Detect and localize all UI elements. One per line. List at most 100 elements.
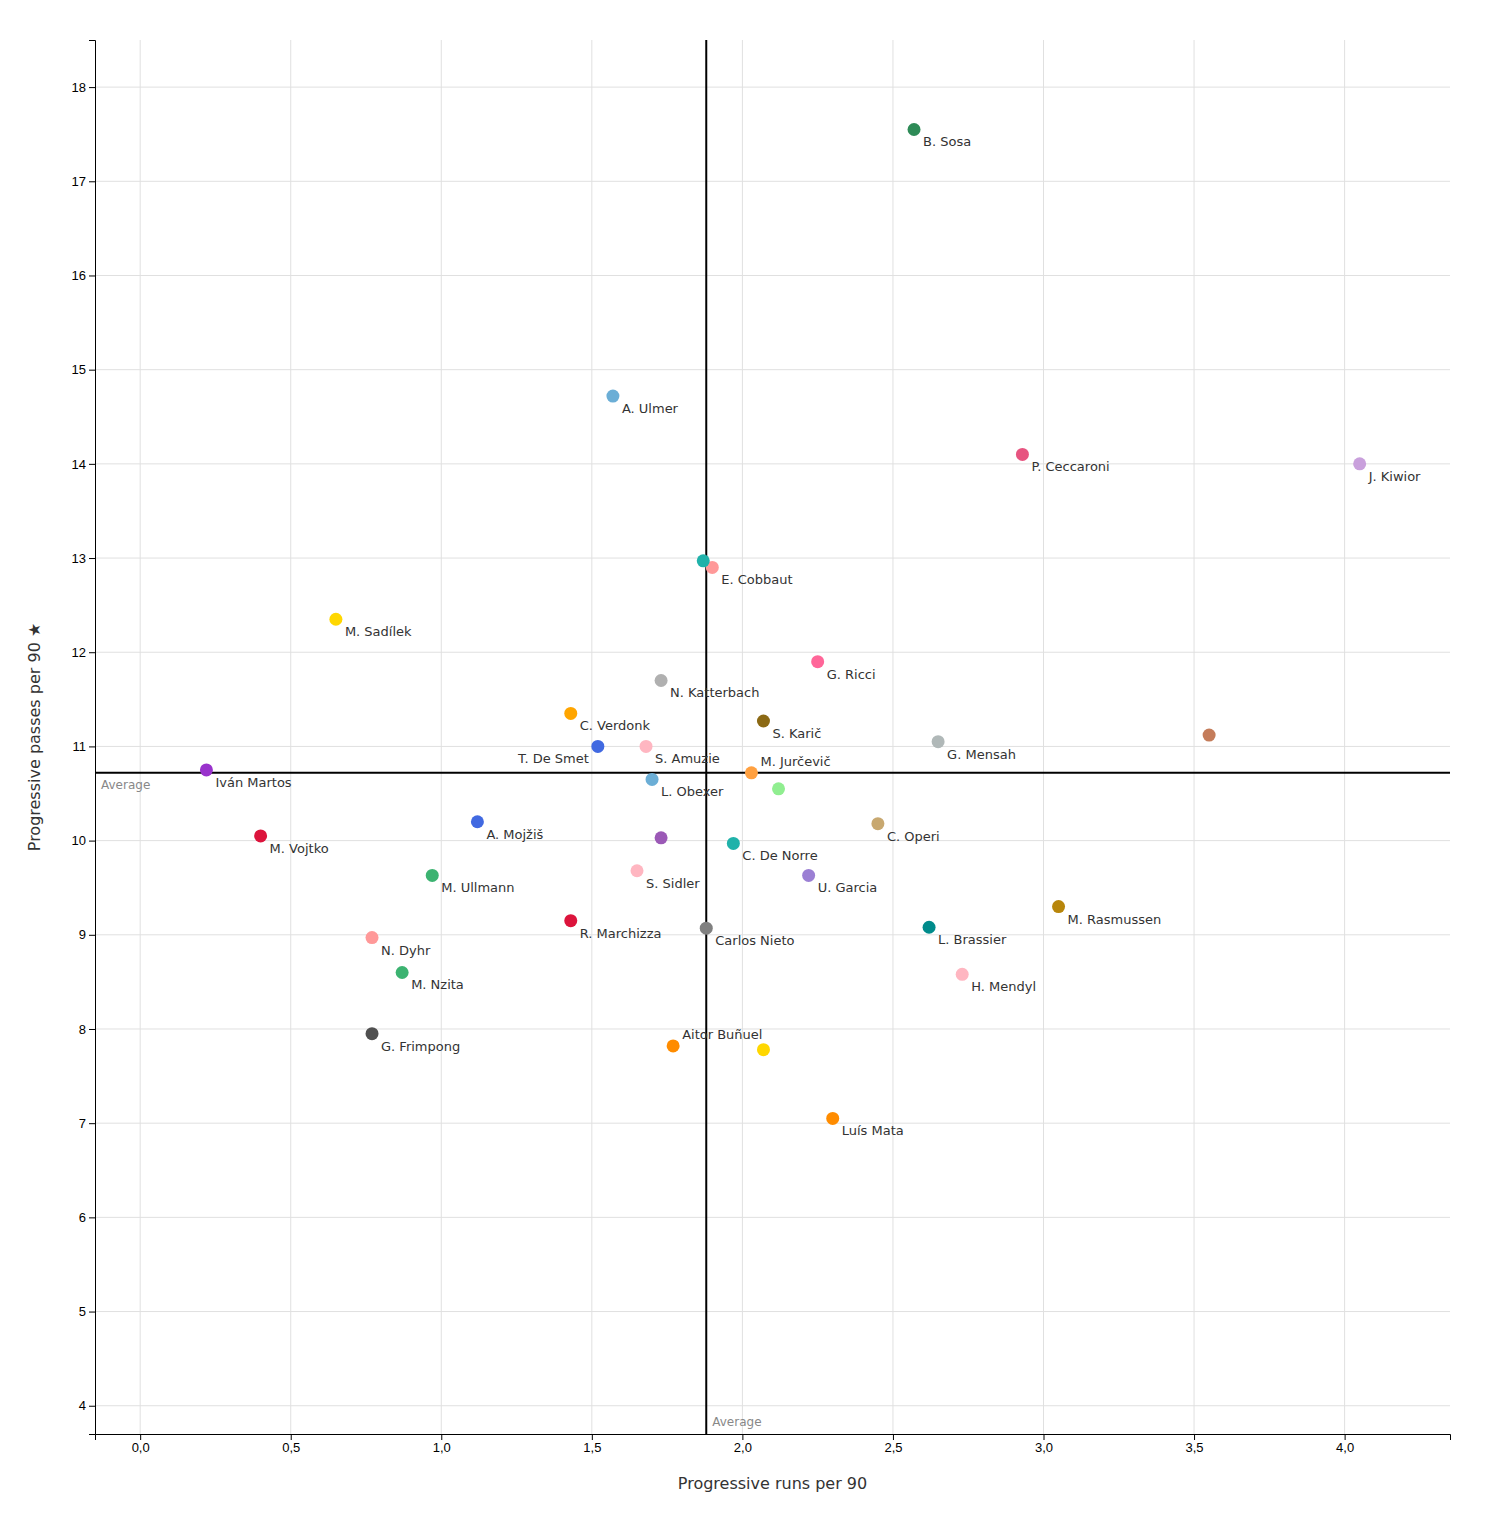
tick-label: 1,0 (433, 1440, 451, 1455)
tick-label: 8 (79, 1022, 86, 1037)
point-label: M. Vojtko (270, 841, 329, 856)
point (631, 864, 644, 877)
point-label: B. Sosa (923, 134, 971, 149)
tick: 11 (73, 739, 96, 754)
grid-line-x (1043, 40, 1044, 1434)
tick: 3,0 (1035, 1434, 1053, 1455)
point-label: C. Operi (887, 829, 940, 844)
point-label: T. De Smet (517, 751, 589, 766)
grid-line-x (1344, 40, 1345, 1434)
average-label: Average (101, 778, 150, 792)
point-label: Carlos Nieto (715, 933, 794, 948)
x-axis: 0,00,51,01,52,02,53,03,54,0 (96, 1434, 1451, 1455)
tick-label: 17 (72, 174, 86, 189)
point (396, 966, 409, 979)
tick: 15 (72, 362, 95, 377)
tick-mark (89, 558, 95, 559)
grid-line-y (95, 652, 1450, 653)
point-label: G. Mensah (947, 747, 1016, 762)
point (811, 655, 824, 668)
point (606, 390, 619, 403)
point (646, 773, 659, 786)
grid-line-y (95, 463, 1450, 464)
y-axis: 456789101112131415161718 (72, 41, 96, 1435)
point-label: R. Marchizza (580, 926, 662, 941)
tick-mark (89, 1406, 95, 1407)
tick-mark (89, 464, 95, 465)
point-label: M. Nzita (411, 977, 464, 992)
point (956, 968, 969, 981)
tick-mark (89, 935, 95, 936)
tick-label: 2,5 (884, 1440, 902, 1455)
point (871, 817, 884, 830)
average-line (95, 772, 1450, 774)
plot-area (95, 40, 1450, 1434)
grid-line-x (140, 40, 141, 1434)
tick-label: 6 (79, 1210, 86, 1225)
point (1203, 729, 1216, 742)
tick-label: 0,5 (282, 1440, 300, 1455)
point (932, 735, 945, 748)
grid-line-x (441, 40, 442, 1434)
y-axis-title: Progressive passes per 90 ★ (25, 623, 44, 851)
tick-label: 10 (72, 833, 86, 848)
tick: 4,0 (1336, 1434, 1354, 1455)
point-label: G. Frimpong (381, 1039, 460, 1054)
tick-label: 12 (72, 645, 86, 660)
point-label: P. Ceccaroni (1031, 459, 1109, 474)
point-label: E. Cobbaut (721, 572, 792, 587)
tick-label: 4,0 (1336, 1440, 1354, 1455)
point (727, 837, 740, 850)
point (802, 869, 815, 882)
tick-mark (89, 1029, 95, 1030)
point (366, 1027, 379, 1040)
tick: 1,0 (433, 1434, 451, 1455)
point-label: Aitor Buñuel (682, 1027, 762, 1042)
grid-line-y (95, 558, 1450, 559)
average-label: Average (712, 1415, 761, 1429)
point (591, 740, 604, 753)
point (745, 766, 758, 779)
grid-line-y (95, 746, 1450, 747)
point-label: N. Katterbach (670, 685, 759, 700)
grid-line-y (95, 275, 1450, 276)
point-label: M. Jurčevič (760, 754, 830, 769)
point-label: N. Dyhr (381, 943, 431, 958)
point (366, 931, 379, 944)
tick-label: 14 (72, 457, 86, 472)
point (667, 1039, 680, 1052)
tick: 2,5 (884, 1434, 902, 1455)
point-label: M. Ullmann (441, 880, 514, 895)
x-axis-title: Progressive runs per 90 (678, 1474, 867, 1493)
tick: 3,5 (1186, 1434, 1204, 1455)
point-label: L. Brassier (938, 932, 1007, 947)
tick-mark (89, 370, 95, 371)
tick-mark (1345, 1434, 1346, 1440)
tick-mark (1194, 1434, 1195, 1440)
tick-label: 16 (72, 268, 86, 283)
tick: 6 (79, 1210, 95, 1225)
tick-label: 11 (73, 739, 87, 754)
grid-line-y (95, 1311, 1450, 1312)
point-label: A. Mojžiš (486, 827, 543, 842)
grid-line-x (290, 40, 291, 1434)
tick-mark (742, 1434, 743, 1440)
tick-label: 0,0 (132, 1440, 150, 1455)
tick: 7 (79, 1116, 95, 1131)
tick-label: 15 (72, 362, 86, 377)
point-label: G. Ricci (827, 667, 876, 682)
tick: 5 (79, 1304, 95, 1319)
point-label: S. Karič (772, 726, 821, 741)
point (772, 782, 785, 795)
axis-line (96, 1435, 1451, 1441)
grid (95, 40, 1450, 1434)
point (254, 829, 267, 842)
point-label: C. De Norre (742, 848, 817, 863)
tick: 13 (72, 551, 95, 566)
tick: 18 (72, 80, 95, 95)
point (655, 831, 668, 844)
grid-line-x (742, 40, 743, 1434)
point (697, 554, 710, 567)
grid-line-x (1194, 40, 1195, 1434)
point (640, 740, 653, 753)
